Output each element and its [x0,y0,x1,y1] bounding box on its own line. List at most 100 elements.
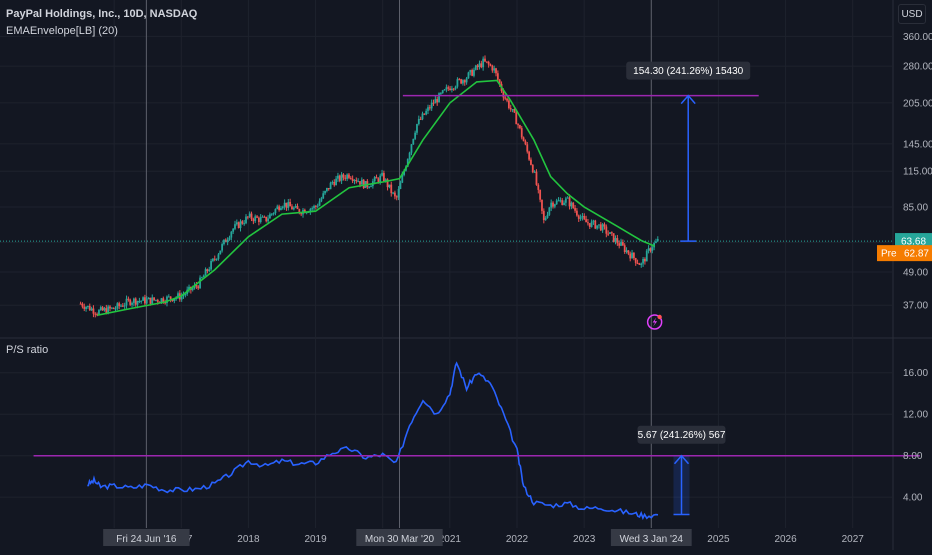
candle-body [296,205,299,210]
measure-tools[interactable]: 154.30 (241.26%) 15430 5.67 (241.26%) 567 [626,61,751,516]
candle [587,218,589,226]
price-axis[interactable]: 37.0049.0063.0085.00115.00145.00205.0028… [903,32,932,504]
candle-body [105,308,108,314]
candle-body [609,232,611,234]
candle-body [377,178,380,182]
time-axis[interactable]: 2016201720182019202020212022202320242025… [103,529,864,546]
candle [173,298,176,304]
candle [612,233,615,243]
price-axis-tick: 360.00 [903,32,932,43]
horizontal-levels[interactable] [0,94,920,457]
candle [552,201,554,209]
candle [252,217,255,225]
candle [351,175,354,184]
candle-body [598,224,600,226]
candle [625,247,628,254]
candle-body [235,222,238,225]
candle-body [594,220,597,229]
candle [246,216,249,220]
candle [337,172,339,182]
candle-body [434,99,437,104]
candle-body [616,238,619,244]
candle [370,184,372,188]
candle [489,63,492,67]
candle-body [215,258,218,260]
candle-body [382,173,385,182]
candle [213,255,216,262]
candle [561,198,564,206]
candle [410,144,413,156]
candle [276,204,279,210]
candle-body [416,124,418,133]
candle [537,183,540,194]
indicator-legend[interactable]: EMAEnvelope[LB] (20) [6,25,118,37]
candle [125,295,128,309]
candle-body [651,247,654,251]
candle-body [603,224,606,227]
candle [140,300,143,304]
candle [509,104,512,112]
candle [598,224,600,229]
candle [647,245,650,254]
candle [423,113,426,116]
candle-body [83,306,86,309]
candle [559,197,562,203]
candle-body [132,298,135,303]
candle-body [408,152,411,159]
candle-body [204,269,207,276]
candle-body [399,182,402,190]
candle-body [265,216,268,222]
candle [261,215,264,218]
candle [188,284,190,293]
candle-body [368,186,371,188]
candle-body [465,78,468,83]
candle [322,190,325,200]
currency-button[interactable]: USD [898,4,926,24]
candle-body [496,73,499,80]
candle [581,212,584,221]
candle-body [131,302,133,305]
candle [506,97,508,103]
candle-body [243,223,246,225]
candle [395,195,398,201]
candle [644,257,646,265]
candle-body [252,219,255,222]
candle-body [544,217,547,221]
candle [596,225,599,230]
candle-body [346,174,349,179]
candle [88,303,91,311]
candle-body [180,295,183,300]
candle [298,208,301,215]
candle [221,242,224,253]
candle-body [331,181,334,183]
candle [217,252,220,261]
time-axis-tick: 2027 [842,534,865,545]
candle-body [121,305,124,307]
candle [564,196,567,207]
candle [325,187,328,193]
candle-body [195,285,198,287]
candle-body [259,217,262,223]
candle-body [511,109,514,111]
candle-body [151,297,154,304]
candle [92,305,95,318]
candle [280,205,282,211]
candle [360,177,363,185]
candle-body [612,233,615,242]
candle-body [325,187,328,191]
earnings-flash-icon[interactable] [646,314,663,330]
candle [592,219,595,225]
candle [272,212,275,216]
candle [594,219,597,230]
candle-body [338,175,341,181]
candle-body [314,205,317,207]
time-axis-tick: 2026 [774,534,797,545]
candle-body [276,206,279,210]
candle-body [386,179,389,188]
candle [348,172,350,180]
candle-body [441,90,444,94]
price-axis-tick: 37.00 [903,301,928,312]
candle [487,60,490,68]
pre-market-tag-bg [877,245,932,262]
